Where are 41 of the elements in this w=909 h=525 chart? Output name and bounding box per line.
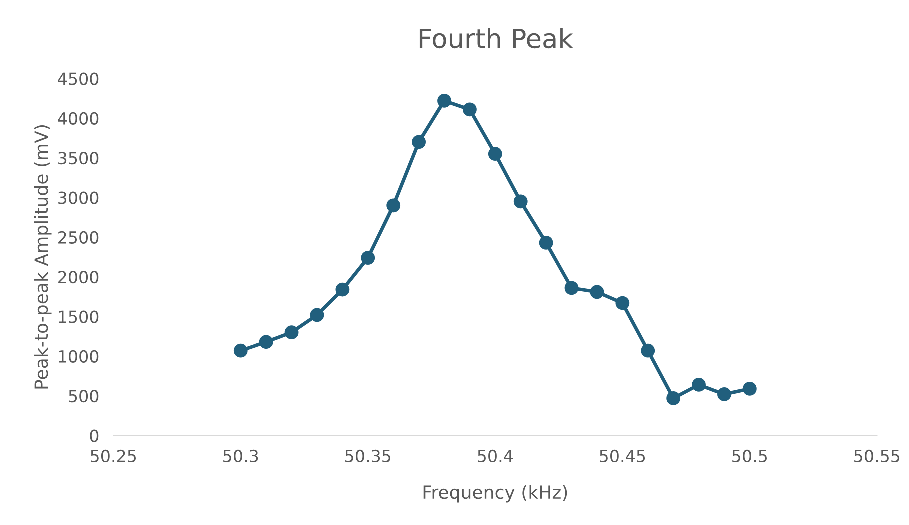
point [718, 388, 732, 402]
y-tick-label: 2000 [58, 271, 99, 284]
y-tick-label: 0 [90, 430, 99, 442]
point [259, 335, 274, 350]
x-tick-label: 50.35 [346, 450, 391, 463]
point [692, 378, 706, 392]
x-tick-label: 50.55 [854, 450, 900, 463]
point [412, 135, 426, 150]
y-axis-title: Peak-to-peak Amplitude (mV) [34, 126, 52, 389]
y-tick-label: 2500 [58, 231, 99, 244]
x-axis-title: Frequency (kHz) [424, 485, 568, 503]
y-tick-label: 4500 [58, 72, 99, 86]
y-tick-label: 3000 [58, 192, 99, 204]
y-tick-label: 1000 [59, 350, 99, 363]
point [539, 236, 554, 250]
chart-title: Fourth Peak [420, 28, 574, 49]
point [361, 251, 376, 265]
point [742, 382, 757, 396]
point [564, 281, 579, 296]
x-tick-label: 50.45 [600, 450, 646, 463]
point [616, 296, 630, 310]
y-tick-label: 1500 [59, 310, 99, 324]
y-tick-label: 4000 [58, 112, 99, 125]
x-tick-label: 50.3 [224, 450, 258, 463]
point [514, 194, 528, 209]
point [463, 102, 477, 117]
point [386, 198, 401, 213]
point [438, 94, 452, 108]
point [590, 285, 604, 300]
point [336, 282, 350, 297]
point [310, 308, 324, 322]
x-tick-label: 50.25 [91, 450, 136, 463]
point [234, 344, 248, 358]
x-tick-label: 50.5 [732, 450, 768, 463]
x-tick-label: 50.4 [478, 450, 514, 463]
point [666, 392, 681, 406]
y-tick-label: 3500 [58, 152, 99, 165]
point [284, 326, 299, 340]
point [488, 147, 502, 162]
point [641, 344, 656, 358]
y-tick-label: 500 [69, 390, 99, 403]
